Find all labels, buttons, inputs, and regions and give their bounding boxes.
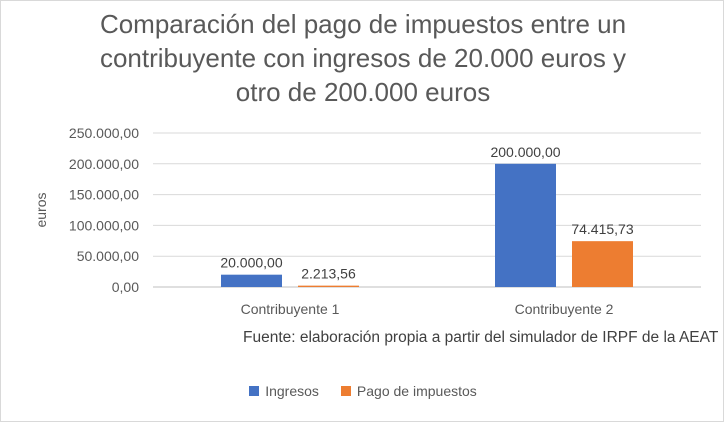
legend-swatch-pago-de-impuestos	[340, 386, 351, 396]
data-label-ingresos-contribuyente-2: 200.000,00	[490, 144, 560, 160]
bar-ingresos-contribuyente-2	[495, 163, 556, 287]
x-category-label: Contribuyente 1	[241, 301, 340, 317]
chart-title-line-2: contribuyente con ingresos de 20.000 eur…	[99, 43, 627, 73]
y-tick-label: 150.000,00	[69, 187, 139, 203]
y-tick-label: 250.000,00	[69, 125, 139, 141]
y-tick-label: 100.000,00	[69, 217, 139, 233]
y-tick-label: 0,00	[112, 279, 139, 295]
chart-title: Comparación del pago de impuestos entre …	[41, 7, 685, 109]
data-label-ingresos-contribuyente-1: 20.000,00	[220, 255, 282, 271]
legend-label-pago-de-impuestos: Pago de impuestos	[356, 383, 477, 399]
x-category-label: Contribuyente 2	[515, 301, 614, 317]
data-label-pago-de-impuestos-contribuyente-1: 2.213,56	[301, 266, 356, 282]
legend-swatch-ingresos	[249, 386, 260, 396]
legend: Ingresos Pago de impuestos	[1, 383, 724, 399]
legend-label-ingresos: Ingresos	[265, 383, 319, 399]
y-tick-label: 50.000,00	[77, 248, 139, 264]
plot-area: 0,00 50.000,00 100.000,00 150.000,00 200.000…	[33, 125, 701, 317]
chart-title-line-1: Comparación del pago de impuestos entre …	[99, 9, 627, 39]
data-label-pago-de-impuestos-contribuyente-2: 74.415,73	[571, 221, 633, 237]
legend-item-pago-de-impuestos: Pago de impuestos	[340, 383, 477, 399]
y-axis-label: euros	[33, 192, 49, 227]
bar-pago-de-impuestos-contribuyente-2	[572, 241, 633, 287]
legend-item-ingresos: Ingresos	[249, 383, 319, 399]
bar-ingresos-contribuyente-1	[221, 274, 282, 287]
chart-title-line-3: otro de 200.000 euros	[235, 77, 491, 107]
y-tick-label: 200.000,00	[69, 156, 139, 172]
source-note: Fuente: elaboración propia a partir del …	[243, 329, 719, 346]
bar-pago-de-impuestos-contribuyente-1	[298, 285, 359, 287]
